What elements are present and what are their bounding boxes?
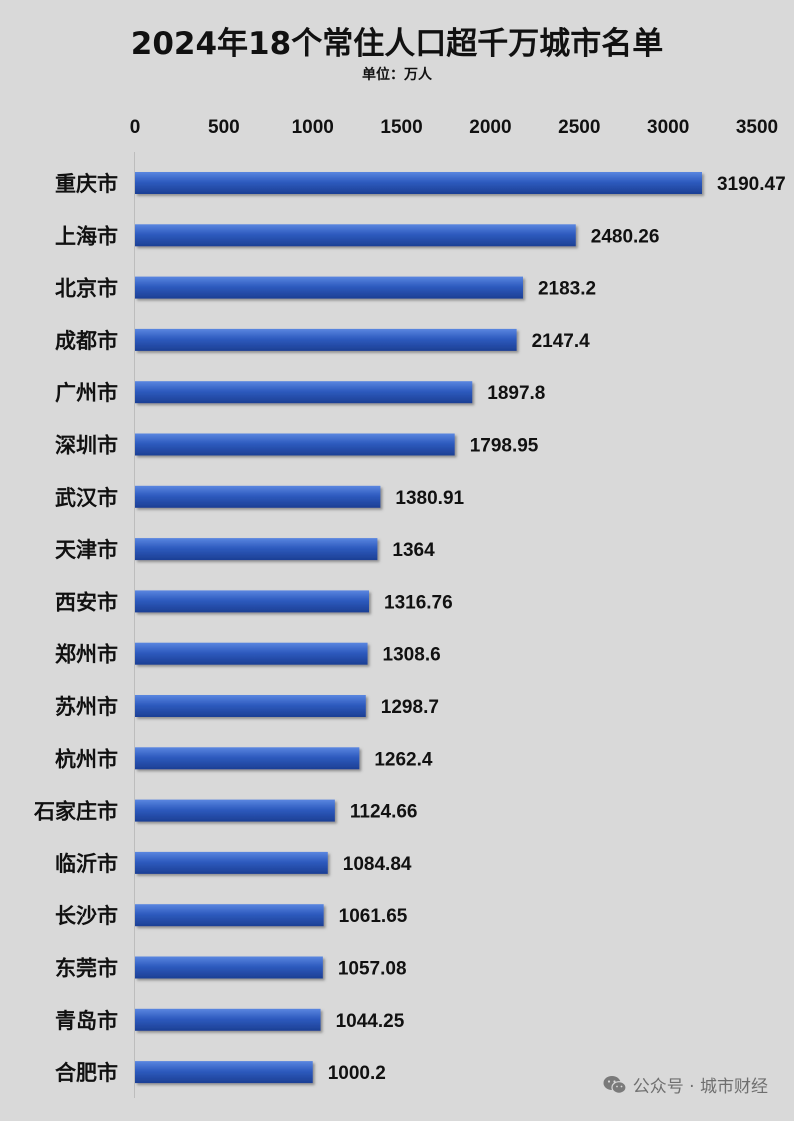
data-label: 1044.25 [336,1011,405,1032]
bar [135,799,335,822]
data-label: 2183.2 [538,279,596,300]
data-label: 2480.26 [591,226,660,247]
category-label: 石家庄市 [33,800,118,824]
bar [135,433,455,456]
category-label: 长沙市 [55,904,118,928]
bar [135,1008,321,1031]
category-label: 北京市 [55,277,118,301]
data-label: 1316.76 [384,592,453,613]
chart-title: 2024年18个常住人口超千万城市名单 [130,26,664,62]
x-tick-label: 0 [130,117,141,138]
data-label: 1897.8 [487,383,545,404]
bar [135,538,378,561]
category-label: 郑州市 [55,643,118,667]
category-label: 天津市 [55,538,118,562]
category-label: 武汉市 [55,486,118,510]
bar [135,904,324,927]
category-label: 杭州市 [55,747,118,771]
data-label: 1798.95 [470,436,539,457]
bar [135,747,360,770]
category-label: 重庆市 [55,172,118,196]
data-label: 1298.7 [381,697,439,718]
data-label: 1262.4 [374,749,433,770]
bar [135,224,576,247]
x-tick-label: 500 [208,117,240,138]
x-tick-label: 3500 [736,117,778,138]
data-label: 2147.4 [532,331,591,352]
data-label: 1061.65 [339,906,408,927]
watermark-text: 公众号 · 城市财经 [632,1077,768,1097]
x-tick-label: 3000 [647,117,689,138]
watermark: 公众号 · 城市财经 [603,1072,768,1097]
category-label: 深圳市 [55,434,118,458]
data-label: 1364 [392,540,435,561]
bar [135,851,328,874]
bar [135,695,366,717]
bar [135,381,473,404]
wechat-icon [603,1075,627,1095]
chart-subtitle: 单位：万人 [362,67,432,83]
category-label: 成都市 [55,329,118,353]
bar [135,328,517,351]
x-tick-label: 1500 [380,117,422,138]
category-label: 临沂市 [55,852,118,876]
bar [135,485,381,508]
data-label: 1308.6 [383,645,441,666]
data-label: 1084.84 [343,854,412,875]
x-tick-label: 2000 [469,117,511,138]
bar [135,172,702,194]
category-label: 合肥市 [55,1061,118,1085]
data-label: 3190.47 [717,174,786,195]
bar [135,956,323,979]
category-label: 广州市 [55,381,118,405]
bar [135,590,370,613]
bar [135,1061,313,1084]
data-label: 1124.66 [350,802,418,823]
bar [135,276,523,299]
bar [135,642,368,665]
category-label: 西安市 [55,590,118,614]
data-label: 1000.2 [328,1063,386,1084]
data-label: 1380.91 [395,488,464,509]
x-tick-label: 1000 [292,117,334,138]
category-label: 苏州市 [55,695,118,719]
category-label: 青岛市 [55,1009,118,1033]
category-label: 上海市 [55,224,118,248]
data-label: 1057.08 [338,959,407,980]
x-tick-label: 2500 [558,117,600,138]
category-label: 东莞市 [55,957,118,981]
